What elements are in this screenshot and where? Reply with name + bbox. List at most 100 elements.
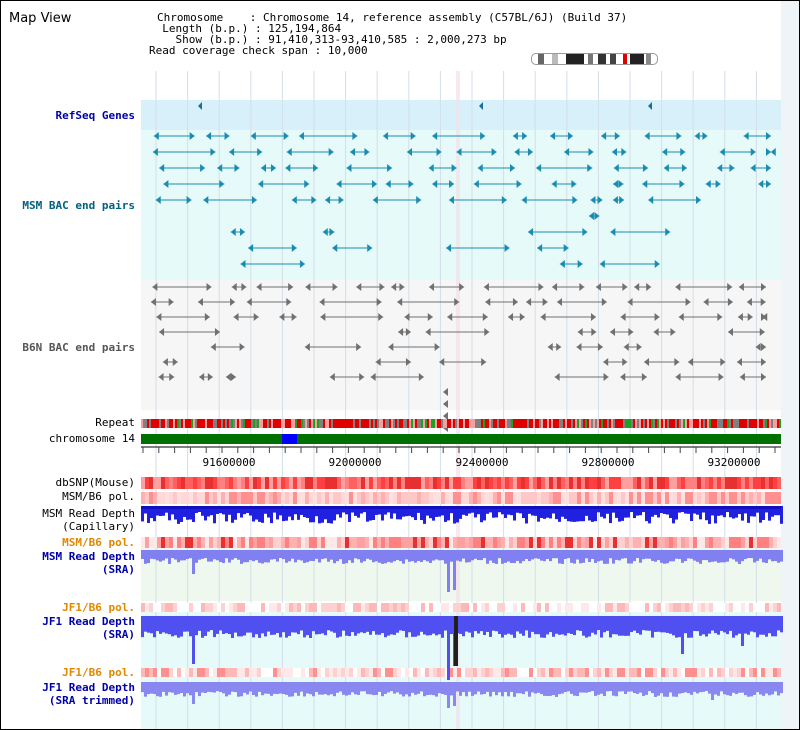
msm-capillary-depth-bar <box>678 506 681 513</box>
polymorphism-mark <box>509 492 513 504</box>
track-label-refseq[interactable]: RefSeq Genes <box>55 109 135 122</box>
msm-capillary-depth-bar <box>258 506 261 522</box>
chromosome-label: Chromosome <box>157 11 224 24</box>
polymorphism-mark <box>441 537 445 548</box>
repeat-mark <box>213 419 215 428</box>
msm-sra-depth-bar <box>231 550 234 560</box>
msm-sra-depth-bar <box>312 550 315 562</box>
jf1-trimmed-depth-bar <box>699 682 702 693</box>
msm-sra-depth-bar <box>246 550 249 563</box>
polymorphism-mark <box>157 668 161 677</box>
msm-sra-depth-bar <box>384 550 387 564</box>
polymorphism-mark <box>413 537 417 548</box>
polymorphism-mark <box>749 492 753 504</box>
dbsnp-mark <box>533 477 537 489</box>
bac-pair-end <box>332 244 338 252</box>
msm-sra-depth-bar <box>318 550 321 563</box>
bac-pair-end <box>371 180 377 188</box>
jf1-trimmed-depth-bar <box>765 682 768 694</box>
polymorphism-mark <box>541 492 545 504</box>
polymorphism-mark <box>465 603 469 612</box>
msm-sra-depth-bar <box>258 550 261 563</box>
repeat-mark <box>685 419 687 428</box>
polymorphism-mark <box>213 492 217 504</box>
jf1-sra-depth-bar <box>702 616 705 635</box>
track-label-msm-bac[interactable]: MSM BAC end pairs <box>22 199 135 212</box>
polymorphism-mark <box>457 537 461 548</box>
polymorphism-mark <box>661 492 665 504</box>
bac-pair-end <box>634 283 640 291</box>
msm-sra-depth-bar <box>291 550 294 559</box>
track-label-b6n-bac[interactable]: B6N BAC end pairs <box>22 341 135 354</box>
jf1-sra-depth-bar <box>210 616 213 631</box>
msm-capillary-depth-bar <box>252 506 255 522</box>
polymorphism-mark <box>681 603 685 612</box>
jf1-sra-depth-bar <box>474 616 477 632</box>
jf1-trimmed-depth-bar <box>477 682 480 692</box>
msm-capillary-depth-bar <box>201 506 204 516</box>
bac-pair-end <box>199 373 205 381</box>
bac-pair-end <box>304 180 310 188</box>
bac-pair-end <box>250 132 256 140</box>
repeat-mark <box>405 419 407 428</box>
repeat-mark <box>659 419 661 428</box>
msm-capillary-depth-bar <box>459 506 462 519</box>
polymorphism-mark <box>705 668 709 677</box>
polymorphism-mark <box>709 668 713 677</box>
polymorphism-mark <box>181 603 185 612</box>
polymorphism-mark <box>305 492 309 504</box>
jf1-sra-depth-bar <box>477 616 480 634</box>
polymorphism-mark <box>553 603 557 612</box>
dbsnp-mark <box>733 477 737 489</box>
polymorphism-mark <box>141 537 145 548</box>
chromosome-ideogram[interactable] <box>531 53 658 65</box>
polymorphism-mark <box>637 668 641 677</box>
bac-pair-end <box>328 148 334 156</box>
repeat-mark <box>725 419 727 428</box>
msm-capillary-depth-bar <box>474 506 477 518</box>
dbsnp-mark <box>385 477 389 489</box>
polymorphism-mark <box>317 492 321 504</box>
polymorphism-mark <box>153 603 157 612</box>
bac-pair-end <box>720 358 726 366</box>
jf1-sra-depth-bar <box>585 616 588 638</box>
polymorphism-mark <box>745 668 749 677</box>
jf1-trimmed-depth-bar <box>294 682 297 693</box>
msm-sra-depth-bar <box>186 550 189 560</box>
jf1-trimmed-depth-bar <box>375 682 378 695</box>
repeat-mark <box>255 419 257 428</box>
jf1-trimmed-depth-bar <box>447 682 450 708</box>
msm-sra-depth-bar <box>606 550 609 564</box>
dbsnp-mark <box>273 477 277 489</box>
polymorphism-mark <box>617 668 621 677</box>
dbsnp-mark <box>577 477 581 489</box>
msm-sra-depth-bar <box>282 550 285 560</box>
bac-pair-end <box>577 260 583 268</box>
polymorphism-mark <box>537 668 541 677</box>
repeat-mark <box>163 419 165 428</box>
polymorphism-mark <box>765 492 769 504</box>
polymorphism-mark <box>601 492 605 504</box>
bac-pair-end <box>556 343 562 351</box>
dbsnp-mark <box>457 477 461 489</box>
jf1-sra-depth-bar <box>762 616 765 635</box>
polymorphism-mark <box>357 492 361 504</box>
polymorphism-mark <box>365 492 369 504</box>
polymorphism-mark <box>713 537 717 548</box>
center-highlight <box>456 71 460 729</box>
polymorphism-mark <box>405 492 409 504</box>
repeat-mark <box>711 419 713 428</box>
jf1-sra-depth-bar <box>714 616 717 634</box>
msm-capillary-depth-bar <box>153 506 156 522</box>
polymorphism-mark <box>309 537 313 548</box>
repeat-mark <box>189 419 191 428</box>
jf1-sra-depth-bar <box>357 616 360 634</box>
repeat-mark <box>631 419 633 428</box>
msm-capillary-depth-bar <box>564 506 567 519</box>
msm-sra-depth-bar <box>153 550 156 560</box>
dbsnp-mark <box>193 477 197 489</box>
msm-sra-depth-bar <box>192 550 195 574</box>
repeat-mark <box>733 419 735 428</box>
polymorphism-mark <box>617 537 621 548</box>
